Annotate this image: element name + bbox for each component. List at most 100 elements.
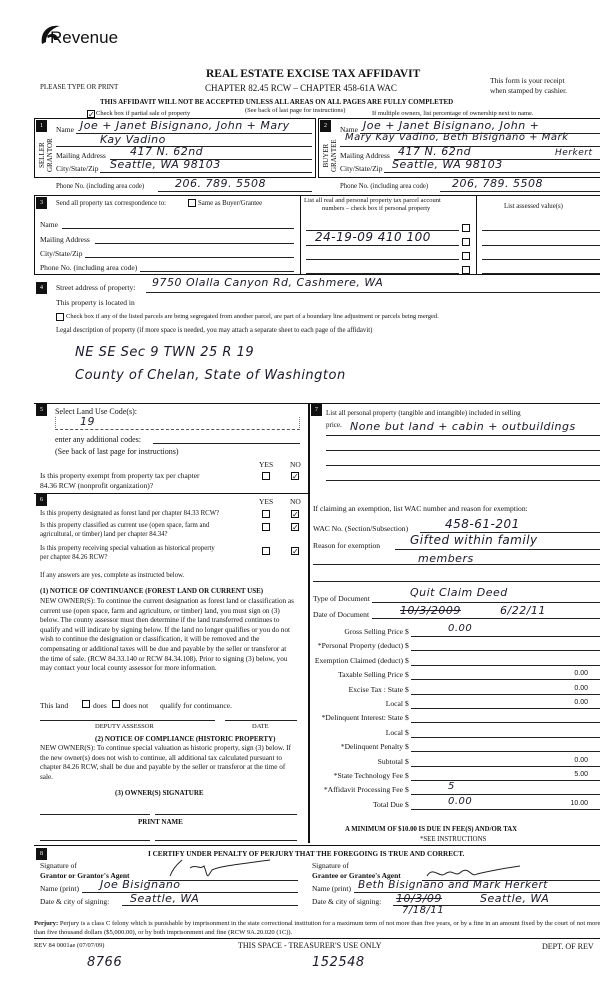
legal-desc-line-1[interactable]: NE SE Sec 9 TWN 25 R 19 [75,345,255,360]
treasurer-use-only: THIS SPACE - TREASURER'S USE ONLY [238,941,382,950]
grantee-signature-field[interactable] [422,880,600,881]
parcel-checkbox[interactable] [462,252,470,260]
legal-desc-label: Legal description of property (if more s… [56,327,373,334]
fee-field[interactable] [411,794,600,796]
exempt-no-checkbox[interactable]: ✓ [291,472,299,481]
fee-field[interactable] [411,679,600,681]
fee-handwritten-value[interactable]: 0.00 [448,795,473,807]
fee-field[interactable] [411,636,600,637]
print-name-field[interactable] [40,840,150,841]
buyer-name-field[interactable]: Joe + Janet Bisignano, John + [363,119,540,132]
reason-field-2[interactable]: members [418,552,474,565]
fee-handwritten-value[interactable]: 5 [448,781,455,793]
buyer-city-field[interactable]: Seattle, WA 98103 [392,158,503,171]
fee-field[interactable] [411,722,600,724]
seller-name-field[interactable]: Joe + Janet Bisignano, John + Mary [80,119,290,132]
forest-no-checkbox[interactable]: ✓ [291,510,299,519]
fee-field[interactable] [411,708,600,709]
section-number-7: 7 [311,404,322,416]
notice-compliance-text: NEW OWNER(S): To continue special valuat… [40,744,291,781]
currency-sign: $ [405,799,409,809]
land-use-code-select[interactable] [55,417,300,430]
fee-field[interactable] [411,765,600,767]
grantor-date-city-field[interactable]: Seattle, WA [130,892,200,905]
street-field[interactable]: 9750 Olalla Canyon Rd, Cashmere, WA [152,276,384,289]
current-use-yes-checkbox[interactable] [262,523,270,531]
seller-name-field-2[interactable]: Kay Vadino [100,133,166,146]
fee-label: *Delinquent Penalty [340,742,403,752]
reason-field[interactable]: Gifted within family [410,533,538,547]
corr-city-field[interactable] [85,257,294,258]
date-field[interactable] [225,720,297,721]
chapter-line: CHAPTER 82.45 RCW – CHAPTER 458-61A WAC [205,83,397,93]
buyer-phone-field[interactable]: 206, 789. 5508 [452,177,543,190]
historic-yes-checkbox[interactable] [262,547,270,555]
grantee-date-struck: 10/3/09 [396,892,442,905]
grantor-name-field[interactable]: Joe Bisignano [100,878,181,891]
parcel-field[interactable] [306,245,459,246]
wac-field[interactable]: 458-61-201 [445,517,520,531]
does-not-checkbox[interactable] [112,700,120,708]
grantee-name-field[interactable]: Beth Bisignano and Mark Herkert [358,879,548,891]
forest-yes-checkbox[interactable] [262,510,270,518]
land-use-label: Select Land Use Code(s): [55,407,137,416]
print-name-field[interactable] [155,840,297,841]
parcel-number[interactable]: 24-19-09 410 100 [315,230,431,244]
fee-field[interactable] [411,693,600,695]
assessed-field[interactable] [482,273,600,274]
deputy-assessor-field[interactable] [40,720,215,721]
doc-date-field[interactable]: 6/22/11 [500,604,546,617]
fee-field[interactable] [411,664,600,666]
parcel-checkbox[interactable] [462,266,470,274]
legal-desc-line-2[interactable]: County of Chelan, State of Washington [75,368,346,383]
segregated-checkbox[interactable] [56,313,64,321]
receipt-note-1: This form is your receipt [490,76,565,85]
section-number-3: 3 [36,197,47,209]
fee-handwritten-value[interactable]: 0.00 [448,623,473,634]
historic-no-checkbox[interactable]: ✓ [291,547,299,556]
personal-property-field[interactable]: None but land + cabin + outbuildings [350,420,576,433]
buyer-mail-field-2[interactable]: Herkert [555,148,593,158]
seller-phone-field[interactable]: 206. 789. 5508 [175,177,266,190]
doc-type-field[interactable]: Quit Claim Deed [410,586,508,599]
assessed-field[interactable] [482,230,600,231]
assessed-field[interactable] [482,259,600,260]
fee-field[interactable] [411,650,600,652]
grantor-signature-field[interactable] [148,880,298,881]
parcel-field[interactable] [306,273,459,274]
land-use-code[interactable]: 19 [80,415,95,428]
additional-codes-field[interactable] [153,443,300,444]
fee-field[interactable] [411,808,600,810]
fee-field[interactable] [411,751,600,753]
fee-field[interactable] [411,780,600,781]
buyer-mail-field[interactable]: 417 N. 62nd [398,145,472,158]
fee-label: *Affidavit Processing Fee [323,785,403,795]
partial-sale-checkbox[interactable]: ✓ [87,110,95,119]
seller-city-field[interactable]: Seattle, WA 98103 [110,158,221,171]
personal-property-label-2: price. [326,421,342,429]
fee-printed-value: 0.00 [574,699,588,706]
parcel-checkbox[interactable] [462,238,470,246]
grantee-city-field[interactable]: Seattle, WA [480,892,550,905]
corr-mail-field[interactable] [95,243,294,244]
grantee-date-field[interactable]: 7/18/11 [402,905,445,916]
exempt-yes-checkbox[interactable] [262,472,270,480]
same-as-buyer-checkbox[interactable] [188,199,196,207]
current-use-no-checkbox[interactable]: ✓ [291,523,299,532]
assessed-field[interactable] [482,245,600,246]
does-not-label: does not [123,701,149,710]
parcel-checkbox[interactable] [462,224,470,232]
seller-mail-field[interactable]: 417 N. 62nd [130,145,204,158]
currency-sign: $ [405,727,409,737]
multiple-owners-note: If multiple owners, list percentage of o… [372,110,534,117]
owner-signature-field[interactable] [155,814,297,815]
owner-signature-field[interactable] [40,814,150,815]
buyer-phone-label: Phone No. (including area code) [340,183,429,190]
corr-phone-field[interactable] [140,271,294,272]
does-checkbox[interactable] [82,700,90,708]
parcel-field[interactable] [306,230,459,231]
corr-name-field[interactable] [62,228,294,229]
fee-field[interactable] [411,736,600,738]
parcel-field[interactable] [306,259,459,260]
buyer-name-field-2[interactable]: Mary Kay Vadino, Beth Bisignano + Mark [345,132,569,143]
